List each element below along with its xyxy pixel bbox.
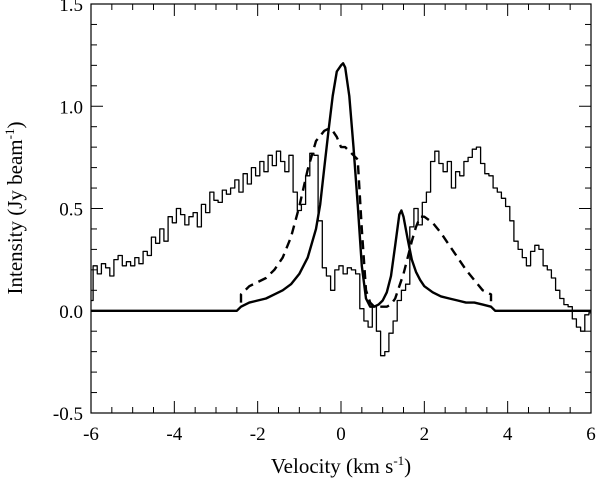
x-tick-label: -6 (83, 424, 99, 445)
y-axis-title-superscript: -1 (2, 129, 17, 140)
x-axis-title-suffix: ) (404, 454, 411, 478)
x-tick-label: -4 (166, 424, 182, 445)
y-tick-label: -0.5 (53, 404, 83, 425)
x-tick-label: 2 (420, 424, 430, 445)
y-axis-title: Intensity (Jy beam-1) (2, 122, 27, 295)
x-tick-label: -2 (250, 424, 266, 445)
x-axis-title-superscript: -1 (393, 453, 404, 468)
y-axis-title-suffix: ) (3, 122, 27, 129)
x-tick-label: 6 (586, 424, 596, 445)
x-axis-title: Velocity (km s-1) (271, 453, 411, 478)
histogram-spectrum-line (91, 146, 591, 357)
x-tick-label: 4 (503, 424, 513, 445)
axis-ticks (90, 3, 592, 414)
x-tick-label: 0 (336, 424, 346, 445)
dashed-model-line (239, 127, 493, 308)
axis-tick-labels: -6 -4 -2 0 2 4 6 -0.5 0.0 0.5 1.0 1.5 (53, 0, 596, 445)
y-tick-label: 1.5 (59, 0, 83, 16)
solid-model-line (91, 62, 591, 312)
y-tick-label: 1.0 (59, 97, 83, 118)
y-tick-label: 0.5 (59, 200, 83, 221)
data-series (91, 62, 591, 357)
y-tick-label: 0.0 (59, 302, 83, 323)
